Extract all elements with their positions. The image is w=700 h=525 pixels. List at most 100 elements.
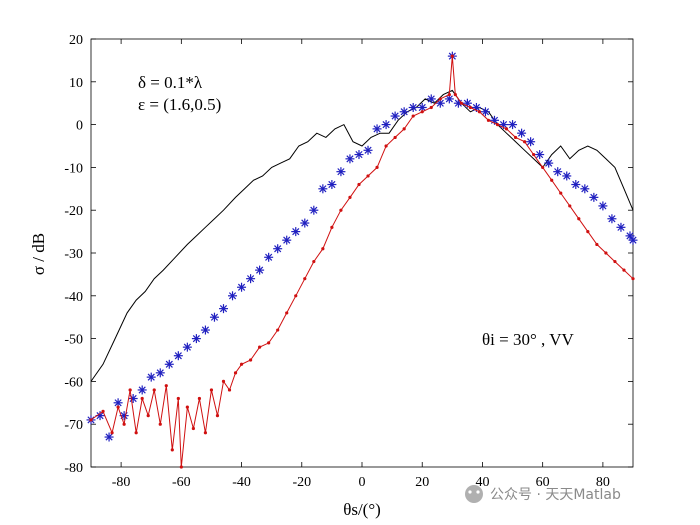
series-point-blue bbox=[544, 158, 554, 168]
series-point-red bbox=[411, 114, 415, 118]
series-point-blue bbox=[246, 274, 256, 284]
series-point-red bbox=[495, 123, 500, 127]
series-point-blue bbox=[327, 180, 337, 190]
series-point-blue bbox=[237, 282, 247, 292]
series-point-blue bbox=[228, 291, 238, 301]
series-point-red bbox=[134, 431, 138, 435]
series-point-red bbox=[447, 93, 451, 97]
watermark: 公众号 · 天天Matlab bbox=[465, 485, 621, 503]
series-point-blue bbox=[182, 342, 192, 352]
series-point-red bbox=[321, 247, 325, 251]
series-point-blue bbox=[589, 192, 599, 202]
y-tick-label: -70 bbox=[64, 418, 83, 433]
series-point-blue bbox=[426, 94, 436, 104]
series-point-blue bbox=[480, 107, 490, 117]
series-point-red bbox=[164, 384, 168, 388]
series-point-red bbox=[429, 105, 433, 110]
series-point-blue bbox=[155, 368, 165, 378]
series-point-red bbox=[532, 152, 536, 157]
x-tick-label: 60 bbox=[536, 475, 550, 490]
y-tick-label: 0 bbox=[76, 119, 83, 134]
series-point-blue bbox=[616, 222, 626, 232]
series-point-blue bbox=[255, 265, 265, 275]
series-point-red bbox=[110, 431, 114, 435]
series-point-red bbox=[179, 465, 183, 469]
series-point-red bbox=[185, 405, 189, 409]
series-point-red bbox=[586, 230, 590, 234]
series-point-red bbox=[128, 388, 132, 392]
series-point-blue bbox=[300, 218, 310, 228]
y-tick-label: 20 bbox=[69, 33, 83, 48]
series-point-blue bbox=[553, 167, 563, 177]
series-point-blue bbox=[318, 184, 328, 194]
series-point-blue bbox=[273, 244, 283, 254]
x-tick-label: -80 bbox=[112, 475, 131, 490]
series-point-red bbox=[348, 195, 352, 199]
series-point-blue bbox=[104, 432, 114, 442]
series-point-blue bbox=[200, 325, 210, 335]
y-tick-label: -50 bbox=[64, 333, 83, 348]
series-point-red bbox=[453, 93, 457, 97]
series-point-blue bbox=[128, 394, 138, 404]
series-point-red bbox=[140, 396, 144, 401]
series-point-blue bbox=[218, 304, 228, 314]
series-line-red bbox=[90, 56, 634, 468]
series-point-red bbox=[303, 277, 307, 281]
annotation-epsilon: ε = (1.6,0.5) bbox=[138, 95, 221, 114]
series-point-red bbox=[339, 208, 343, 212]
y-tick-label: -20 bbox=[64, 204, 83, 219]
series-point-blue bbox=[628, 235, 638, 245]
series-point-red bbox=[248, 358, 253, 362]
series-point-red bbox=[577, 217, 581, 221]
series-point-blue bbox=[113, 398, 123, 408]
series-point-blue bbox=[309, 205, 319, 215]
series-point-blue bbox=[282, 235, 292, 245]
series-point-blue bbox=[408, 102, 418, 112]
series-point-blue bbox=[372, 124, 382, 134]
watermark-text: 公众号 · 天天Matlab bbox=[490, 487, 621, 503]
series-point-blue bbox=[571, 180, 581, 190]
x-tick-label: 20 bbox=[415, 475, 429, 490]
series-point-red bbox=[393, 135, 397, 140]
series-point-red bbox=[227, 388, 232, 392]
series-point-blue bbox=[345, 154, 355, 164]
series-point-red bbox=[267, 341, 271, 345]
series-point-blue bbox=[191, 334, 201, 344]
series-point-red bbox=[450, 54, 454, 58]
y-tick-label: -10 bbox=[64, 161, 83, 176]
y-tick-label: 10 bbox=[69, 76, 83, 91]
x-tick-label: 80 bbox=[596, 475, 610, 490]
axes-group: -80 -60 -40 -20 0 20 40 60 80 20 10 0 -10 -20 -30 -40 -5… bbox=[64, 33, 634, 490]
series-point-red bbox=[312, 259, 316, 264]
annotation-incidence: θi = 30° , VV bbox=[482, 330, 574, 349]
series-point-red bbox=[146, 414, 150, 418]
y-tick-label: -60 bbox=[64, 375, 83, 390]
series-point-blue bbox=[562, 171, 572, 181]
series-point-blue bbox=[381, 120, 391, 130]
series-point-blue bbox=[291, 227, 301, 237]
wechat-icon bbox=[465, 485, 483, 503]
series-point-red bbox=[631, 277, 635, 281]
series-point-red bbox=[477, 110, 482, 114]
series-point-red bbox=[468, 105, 472, 110]
series-point-blue bbox=[336, 167, 346, 177]
series-point-red bbox=[595, 242, 599, 247]
series-point-blue bbox=[526, 137, 536, 147]
series-point-red bbox=[486, 118, 491, 122]
series-point-red bbox=[357, 182, 361, 187]
series-point-red bbox=[541, 165, 545, 169]
series-point-blue bbox=[390, 111, 400, 121]
x-tick-label: -60 bbox=[172, 475, 191, 490]
series-point-blue bbox=[580, 184, 590, 194]
series-point-red bbox=[276, 328, 280, 332]
annotation-delta: δ = 0.1*λ bbox=[138, 73, 203, 92]
series-point-red bbox=[613, 259, 617, 264]
y-tick-label: -80 bbox=[64, 461, 83, 476]
series-point-red bbox=[375, 165, 379, 169]
series-point-red bbox=[203, 431, 208, 435]
y-axis-label: σ / dB bbox=[29, 233, 48, 275]
series-point-red bbox=[122, 422, 126, 426]
series-point-blue bbox=[137, 385, 147, 395]
x-tick-label: -40 bbox=[232, 475, 251, 490]
